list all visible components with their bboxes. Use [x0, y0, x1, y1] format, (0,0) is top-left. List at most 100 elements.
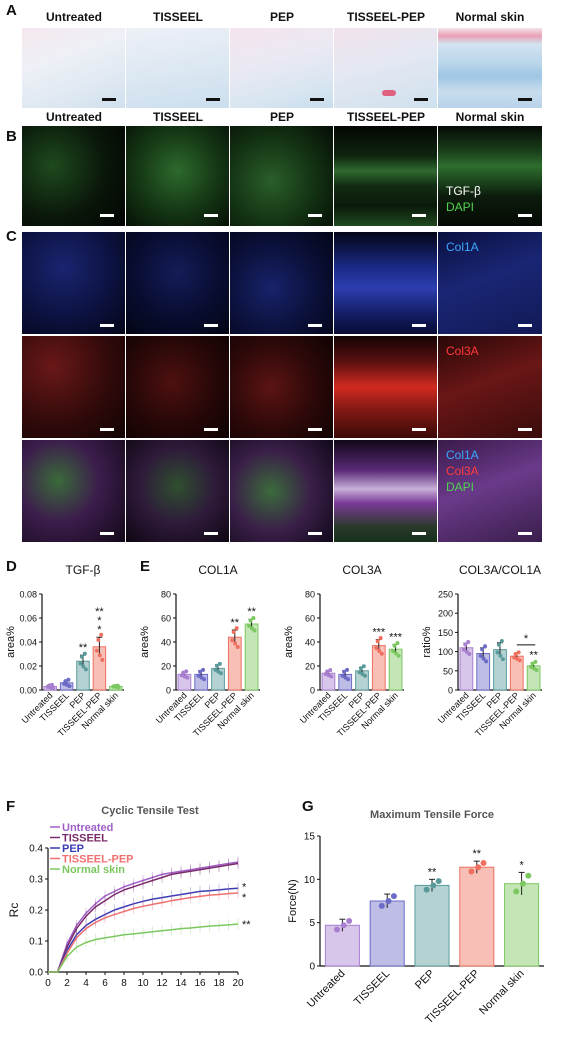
x-tick-label: Normal skin — [477, 968, 527, 1018]
scale-bar — [100, 532, 114, 535]
x-tick-label: TISSEEL-PEP — [56, 690, 104, 738]
bar — [526, 665, 541, 691]
data-point — [50, 682, 55, 687]
data-point — [179, 673, 184, 678]
panel-letter-g: G — [302, 798, 314, 815]
y-axis-label: Force(N) — [287, 879, 299, 922]
x-tick-label: TISSEEL-PEP — [473, 690, 521, 738]
col-title-normal-skin: Normal skin — [455, 10, 525, 24]
significance-mark: ** — [242, 919, 251, 931]
significance-mark: * — [97, 624, 102, 636]
x-tick-label: TISSEEL-PEP — [191, 690, 239, 738]
panel-letter-b: B — [6, 128, 17, 145]
legend-label-col3a: Col3A — [446, 344, 479, 358]
chart-title: TGF-β — [66, 563, 101, 577]
data-point — [480, 859, 487, 866]
significance-mark: ** — [473, 848, 482, 860]
fluorescence-tile-untreated — [22, 126, 125, 226]
y-axis-label: area% — [139, 626, 151, 658]
y-tick-label: 60 — [161, 614, 171, 624]
col3a-tile-pep — [230, 336, 333, 438]
data-point — [251, 615, 256, 620]
data-point — [235, 644, 240, 649]
data-point — [247, 623, 252, 628]
data-point — [423, 886, 430, 893]
chart-title: COL3A — [342, 563, 381, 577]
significance-mark: * — [97, 615, 102, 627]
data-point — [182, 674, 187, 679]
data-point — [378, 636, 383, 641]
x-tick-label: TISSEEL — [38, 690, 71, 723]
scale-bar — [204, 428, 218, 431]
merge-tile-untreated — [22, 440, 125, 542]
scale-bar — [204, 324, 218, 327]
data-point — [495, 650, 500, 655]
x-tick-label: TISSEEL — [172, 690, 205, 723]
significance-mark: ** — [231, 617, 240, 629]
data-point — [463, 642, 468, 647]
data-point — [97, 653, 102, 658]
legend-label: TISSEEL-PEP — [62, 854, 134, 866]
col-title-pep: PEP — [269, 10, 294, 24]
data-point — [184, 669, 189, 674]
significance-mark: ** — [79, 642, 88, 654]
bar — [371, 645, 386, 691]
y-tick-label: 50 — [443, 666, 453, 676]
bar — [324, 924, 360, 967]
data-point — [47, 683, 52, 688]
scale-bar — [100, 214, 114, 217]
data-point — [393, 651, 398, 656]
data-point — [114, 684, 119, 689]
fluorescence-tile-tisseel — [126, 126, 229, 226]
data-point — [345, 667, 350, 672]
scale-bar — [308, 214, 322, 217]
data-point — [45, 684, 50, 689]
scale-bar — [518, 428, 532, 431]
data-point — [358, 666, 363, 671]
bar — [369, 900, 405, 967]
data-point — [468, 868, 475, 875]
scale-bar — [308, 324, 322, 327]
y-tick-label: 40 — [305, 638, 315, 648]
x-tick-label: PEP — [203, 690, 223, 710]
x-tick-label: 0 — [45, 978, 51, 989]
x-tick-label: 8 — [121, 978, 127, 989]
y-axis-label: area% — [5, 626, 17, 658]
panel-letter-e: E — [140, 558, 151, 575]
y-tick-label: 40 — [161, 638, 171, 648]
data-point — [395, 641, 400, 646]
y-axis-label: ratio% — [421, 626, 433, 657]
series-line — [48, 861, 239, 973]
data-point — [328, 668, 333, 673]
bar — [76, 660, 90, 691]
bar — [476, 653, 491, 691]
bar — [109, 685, 123, 691]
chart-title: COL3A/COL1A — [459, 563, 541, 577]
data-point — [202, 677, 207, 682]
data-point — [213, 667, 218, 672]
data-point — [464, 649, 469, 654]
bar — [388, 648, 403, 691]
data-point — [64, 682, 69, 687]
x-tick-label: Normal skin — [497, 690, 538, 731]
data-point — [533, 659, 538, 664]
scale-bar — [100, 324, 114, 327]
significance-mark: * — [524, 633, 529, 645]
bar — [509, 655, 524, 691]
scale-bar — [414, 98, 428, 101]
data-point — [379, 651, 384, 656]
data-point — [218, 671, 223, 676]
data-point — [499, 638, 504, 643]
col1a-tile-pep — [230, 232, 333, 334]
data-point — [498, 653, 503, 658]
x-tick-label: 20 — [232, 978, 244, 989]
x-tick-label: TISSEEL-PEP — [335, 690, 383, 738]
data-point — [230, 638, 235, 643]
data-point — [214, 663, 219, 668]
x-tick-label: Untreated — [298, 690, 333, 725]
y-tick-label: 15 — [304, 832, 316, 843]
y-tick-label: 60 — [305, 614, 315, 624]
y-tick-label: 80 — [305, 590, 315, 600]
y-tick-label: 0.00 — [19, 686, 37, 696]
series-line — [48, 862, 239, 973]
